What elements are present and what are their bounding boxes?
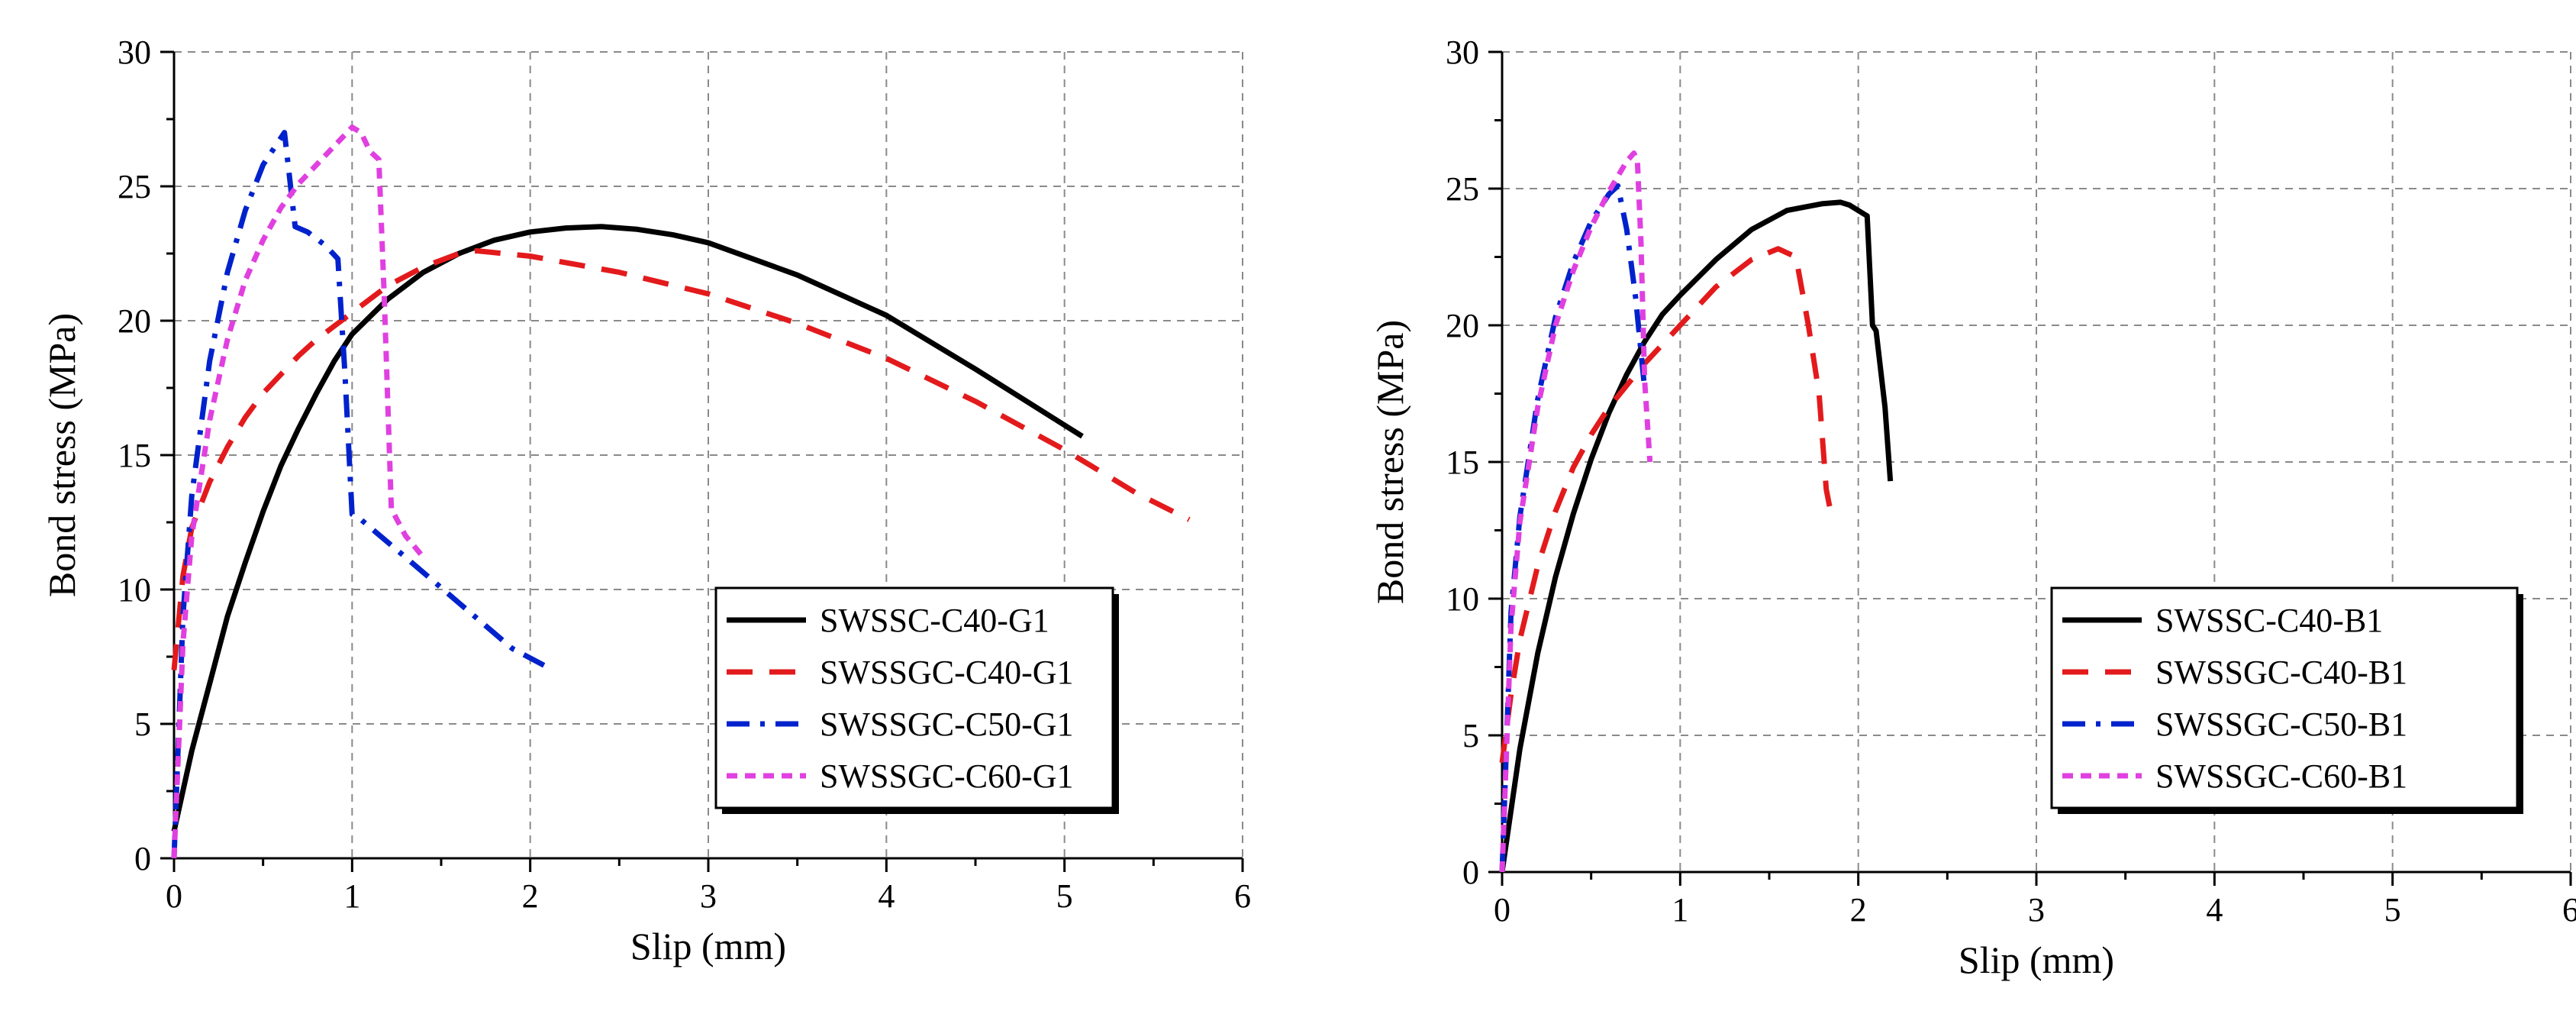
x-tick-label: 2 — [1850, 891, 1867, 929]
y-tick-label: 5 — [134, 706, 151, 743]
y-tick-label: 5 — [1462, 717, 1479, 754]
y-axis-title: Bond stress (MPa) — [40, 313, 83, 597]
y-tick-label: 15 — [118, 437, 151, 474]
x-tick-label: 4 — [2206, 891, 2223, 929]
series-line-swssgc-c40-b1 — [1499, 246, 1835, 764]
series-line-swssc-c40-g1 — [171, 224, 1084, 832]
x-tick-label: 3 — [2028, 891, 2045, 929]
x-tick-label: 2 — [522, 877, 539, 915]
legend-box — [2050, 586, 2519, 809]
y-tick-label: 20 — [118, 302, 151, 340]
y-tick-label: 0 — [134, 840, 151, 877]
legend-label: SWSSGC-C60-G1 — [820, 757, 1074, 795]
x-axis-title: Slip (mm) — [1959, 938, 2114, 981]
y-tick-label: 10 — [1446, 580, 1479, 618]
y-tick-label: 30 — [1446, 34, 1479, 71]
series-line-swssgc-c40-g1 — [171, 248, 1191, 670]
x-tick-label: 5 — [1056, 877, 1073, 915]
legend-box — [714, 586, 1114, 809]
series-line-swssgc-c50-g1 — [171, 130, 550, 859]
legend-label: SWSSGC-C60-B1 — [2155, 757, 2407, 795]
series-line-swssgc-c50-b1 — [1499, 182, 1648, 873]
x-tick-label: 6 — [2562, 891, 2576, 929]
chart-g1-series: 0 1 2 3 4 5 6 0 5 10 15 20 25 30 Slip (mm) Bond stress … — [40, 34, 1251, 967]
x-tick-label: 0 — [166, 877, 182, 915]
legend-label: SWSSC-C40-G1 — [820, 602, 1049, 639]
x-tick-label: 1 — [343, 877, 360, 915]
y-tick-label: 0 — [1462, 854, 1479, 891]
y-tick-label: 15 — [1446, 444, 1479, 481]
series-line-swssc-c40-b1 — [1499, 199, 1894, 873]
legend-label: SWSSGC-C50-B1 — [2155, 706, 2407, 743]
x-tick-label: 5 — [2384, 891, 2401, 929]
y-tick-label: 30 — [118, 34, 151, 71]
x-tick-label: 3 — [700, 877, 717, 915]
chart-b1-series: 0 1 2 3 4 5 6 0 5 10 15 20 25 30 Slip (mm) Bond stress … — [1369, 34, 2576, 981]
series-line-swssgc-c60-b1 — [1499, 150, 1653, 873]
x-tick-label: 0 — [1494, 891, 1510, 929]
legend-label: SWSSGC-C50-G1 — [820, 706, 1074, 743]
series-line-swssgc-c60-g1 — [171, 124, 426, 859]
legend-label: SWSSGC-C40-B1 — [2155, 654, 2407, 691]
x-tick-label: 6 — [1234, 877, 1251, 915]
legend-label: SWSSC-C40-B1 — [2155, 602, 2383, 639]
legend-label: SWSSGC-C40-G1 — [820, 654, 1074, 691]
y-tick-label: 20 — [1446, 307, 1479, 344]
y-axis-title: Bond stress (MPa) — [1369, 320, 1411, 604]
y-tick-label: 10 — [118, 571, 151, 609]
y-tick-label: 25 — [118, 168, 151, 205]
x-tick-label: 4 — [878, 877, 895, 915]
x-axis-title: Slip (mm) — [630, 925, 786, 967]
y-tick-label: 25 — [1446, 170, 1479, 208]
x-tick-label: 1 — [1672, 891, 1688, 929]
